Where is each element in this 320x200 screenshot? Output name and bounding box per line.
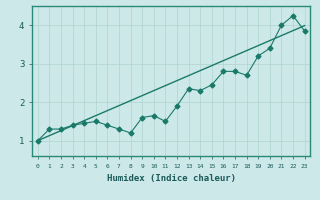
- X-axis label: Humidex (Indice chaleur): Humidex (Indice chaleur): [107, 174, 236, 183]
